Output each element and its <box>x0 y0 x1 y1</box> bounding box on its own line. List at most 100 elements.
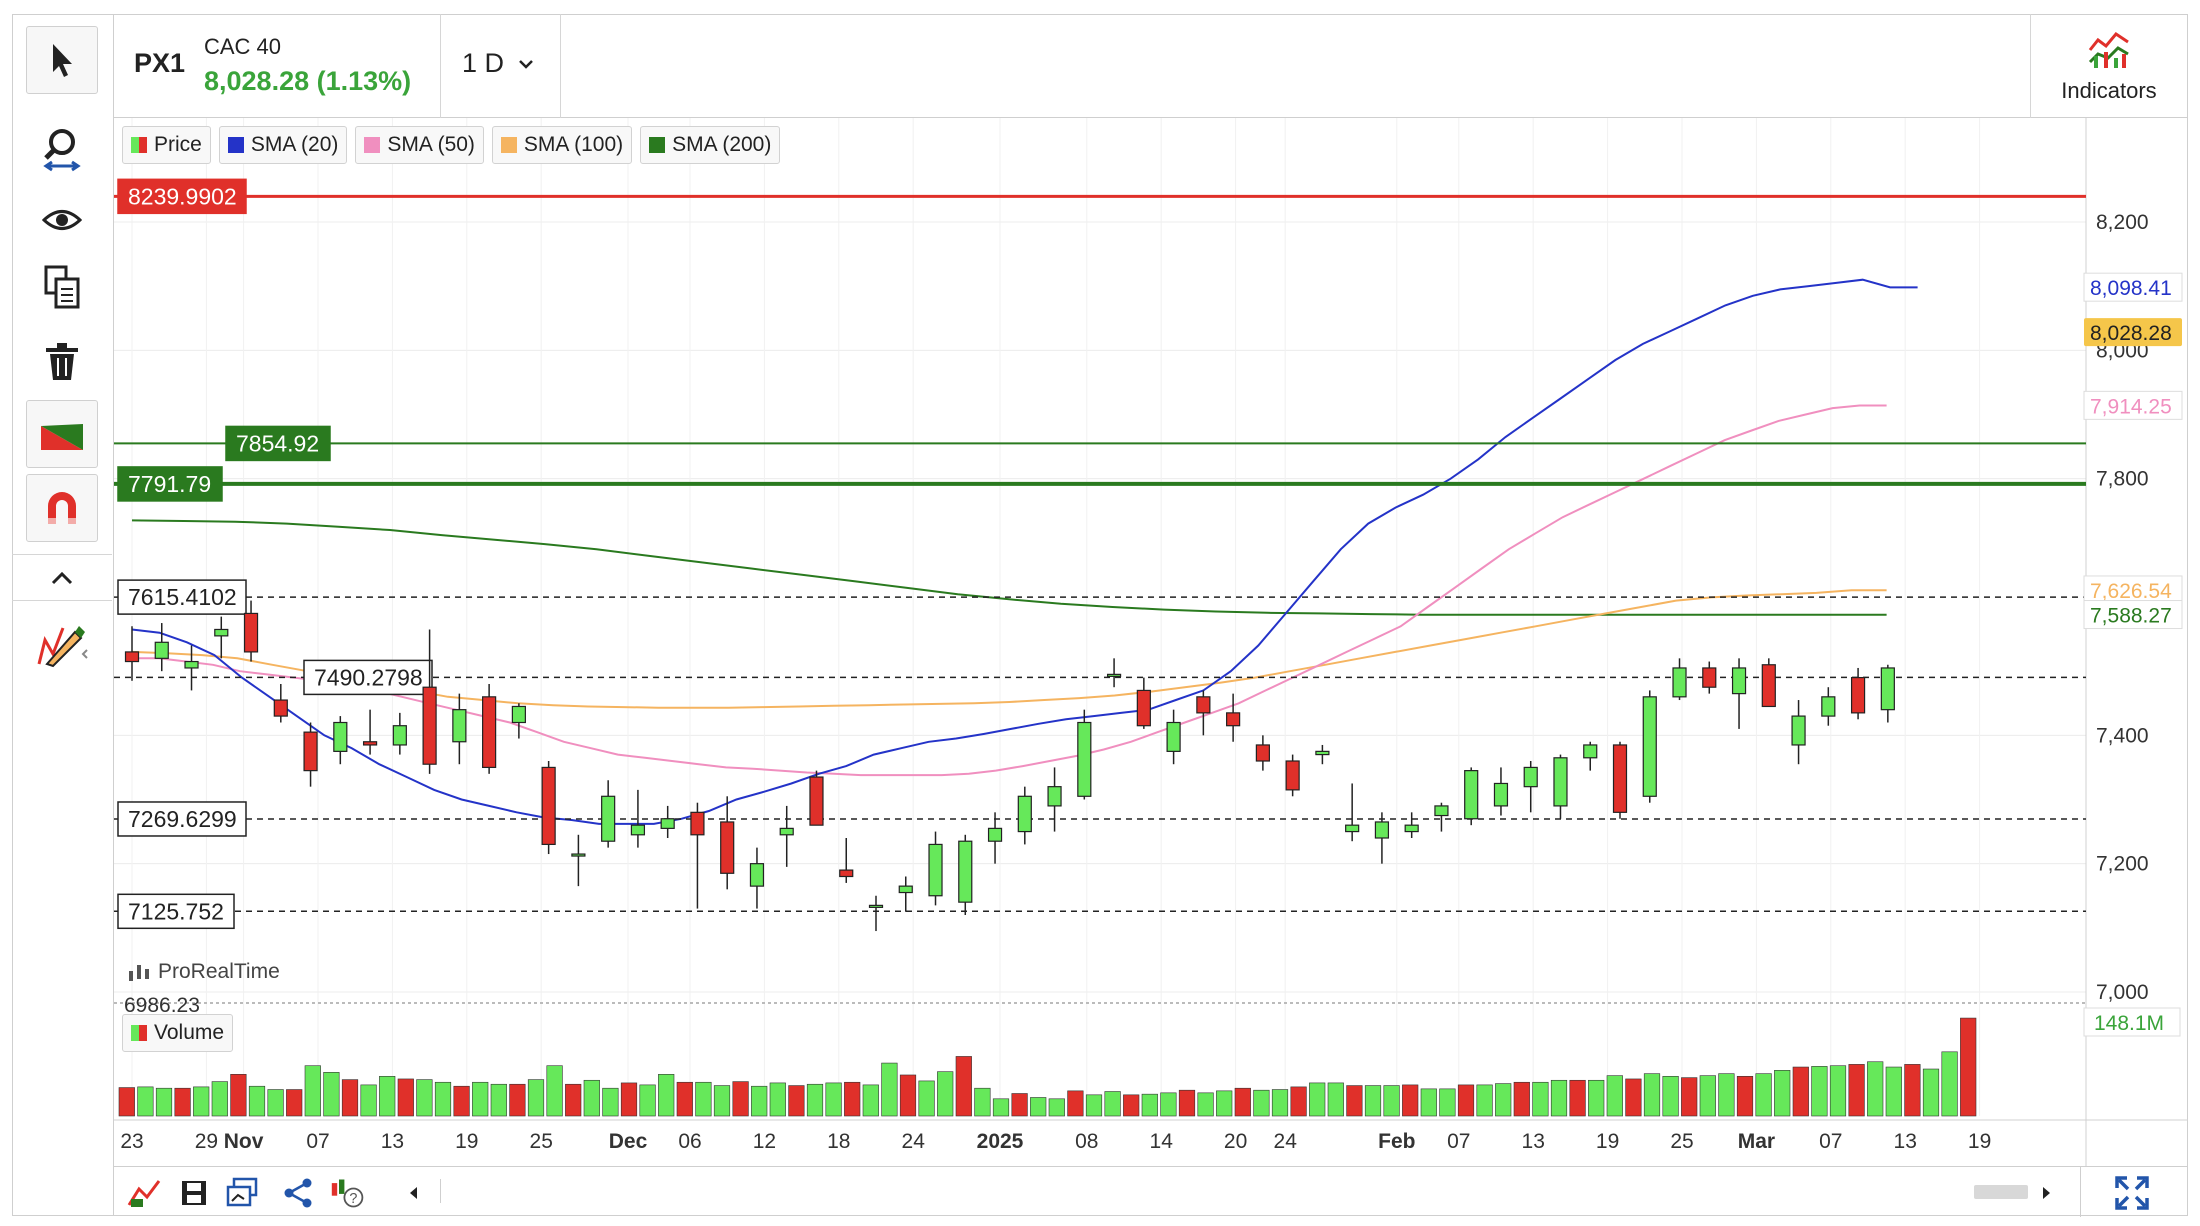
volume-bar <box>620 1082 638 1117</box>
volume-bar <box>1067 1090 1084 1117</box>
candle-body <box>1523 766 1538 788</box>
collapse-toolbar-button[interactable] <box>26 558 98 598</box>
help-button[interactable]: ? <box>330 1175 366 1211</box>
delete-button[interactable] <box>26 328 98 396</box>
sma-price-tag: 7,914.25 <box>2090 395 2172 418</box>
scrollbar-thumb[interactable] <box>1974 1185 2028 1199</box>
candle-body <box>303 731 318 772</box>
candle-body <box>1850 676 1866 714</box>
layout-button[interactable] <box>126 1175 162 1211</box>
legend-price[interactable]: Price <box>122 126 211 164</box>
save-button[interactable] <box>176 1175 212 1211</box>
windows-button[interactable] <box>224 1175 260 1211</box>
candle-body <box>1374 821 1390 839</box>
drawing-tools-button[interactable] <box>26 610 98 678</box>
volume-bar <box>1290 1086 1307 1117</box>
candle <box>1850 667 1866 720</box>
scroll-right-button[interactable] <box>2028 1175 2064 1211</box>
candle-body <box>928 843 943 897</box>
legend-sma100-label: SMA (100) <box>523 133 624 156</box>
volume-swatch <box>131 1025 147 1041</box>
volume-bar <box>974 1087 991 1117</box>
expand-icon <box>2115 1176 2149 1210</box>
help-icon: ? <box>331 1179 364 1208</box>
candle-body <box>1880 667 1895 711</box>
volume-bar <box>658 1074 675 1117</box>
volume-bar <box>1123 1094 1140 1117</box>
volume-bar <box>360 1084 377 1117</box>
volume-bar <box>286 1089 303 1117</box>
indicators-button[interactable]: Indicators <box>2030 14 2188 118</box>
volume-bar <box>1569 1079 1586 1117</box>
volume-bar <box>732 1081 749 1117</box>
zoom-tool-button[interactable] <box>26 114 98 182</box>
chart-style-button[interactable] <box>26 400 98 468</box>
volume-bar <box>1234 1087 1251 1117</box>
pointer-tool-button[interactable] <box>26 26 98 94</box>
candle <box>1166 709 1181 765</box>
scroll-left-button[interactable] <box>396 1175 432 1211</box>
candle <box>958 834 973 915</box>
candle <box>779 805 794 867</box>
sma200-swatch <box>649 137 666 153</box>
candle-body <box>214 628 229 637</box>
volume-bar <box>844 1081 861 1117</box>
candle-body <box>1255 744 1270 762</box>
magnet-button[interactable] <box>26 474 98 542</box>
legend-sma100[interactable]: SMA (100) <box>491 126 633 164</box>
legend-sma200-label: SMA (200) <box>672 133 772 156</box>
legend-volume[interactable]: Volume <box>122 1014 234 1052</box>
fullscreen-button[interactable] <box>2114 1175 2150 1211</box>
x-tick-label: Nov <box>224 1130 264 1153</box>
candle <box>898 876 913 912</box>
x-tick-label: 07 <box>306 1130 329 1153</box>
symbol-code[interactable]: PX1 <box>134 48 186 78</box>
volume-bar <box>1309 1082 1326 1117</box>
candle <box>1464 767 1479 826</box>
volume-tag: 148.1M <box>2094 1012 2164 1035</box>
chart-tools-icon <box>127 1180 161 1207</box>
branding: ProRealTime <box>126 960 280 984</box>
candle-body <box>601 795 616 842</box>
volume-bar <box>1736 1075 1754 1117</box>
duplicate-button[interactable] <box>26 254 98 322</box>
level-label-box <box>117 893 235 930</box>
volume-bar <box>341 1079 359 1117</box>
legend-sma200[interactable]: SMA (200) <box>640 126 781 164</box>
volume-bar <box>193 1086 210 1117</box>
level-label: 7125.752 <box>128 898 224 924</box>
x-tick-label: 19 <box>1968 1130 1991 1153</box>
candle <box>601 780 616 848</box>
volume-bar <box>1030 1097 1047 1117</box>
candle-body <box>124 651 140 663</box>
x-tick-label: Mar <box>1738 1130 1775 1153</box>
volume-bar <box>1048 1098 1065 1117</box>
header-divider <box>440 14 441 118</box>
share-button[interactable] <box>280 1175 316 1211</box>
candle-body <box>898 885 913 894</box>
scrollbar-track-start <box>440 1179 441 1203</box>
volume-bar <box>1532 1081 1549 1117</box>
legend-sma50[interactable]: SMA (50) <box>355 126 484 164</box>
candle-body <box>1077 721 1092 797</box>
y-tick-label: 7,200 <box>2096 853 2149 876</box>
volume-bar <box>695 1081 712 1117</box>
x-tick-label: 24 <box>1274 1130 1298 1153</box>
timeframe-selector[interactable]: 1 D <box>462 48 534 79</box>
cursor-arrow-icon <box>53 44 72 77</box>
legend-sma20[interactable]: SMA (20) <box>218 126 348 164</box>
candle <box>1761 658 1776 708</box>
volume-bar <box>1829 1065 1847 1117</box>
candle-body <box>958 840 973 903</box>
candle <box>1285 754 1300 797</box>
price-swatch <box>131 137 147 153</box>
sma20-line <box>131 278 1918 825</box>
volume-bar <box>1402 1084 1419 1117</box>
level-label-box <box>117 579 247 615</box>
visibility-button[interactable] <box>26 186 98 254</box>
floppy-disk-icon <box>182 1181 206 1205</box>
candle <box>1642 690 1657 803</box>
candle <box>184 645 199 691</box>
sma-price-tag: 7,626.54 <box>2090 580 2172 603</box>
